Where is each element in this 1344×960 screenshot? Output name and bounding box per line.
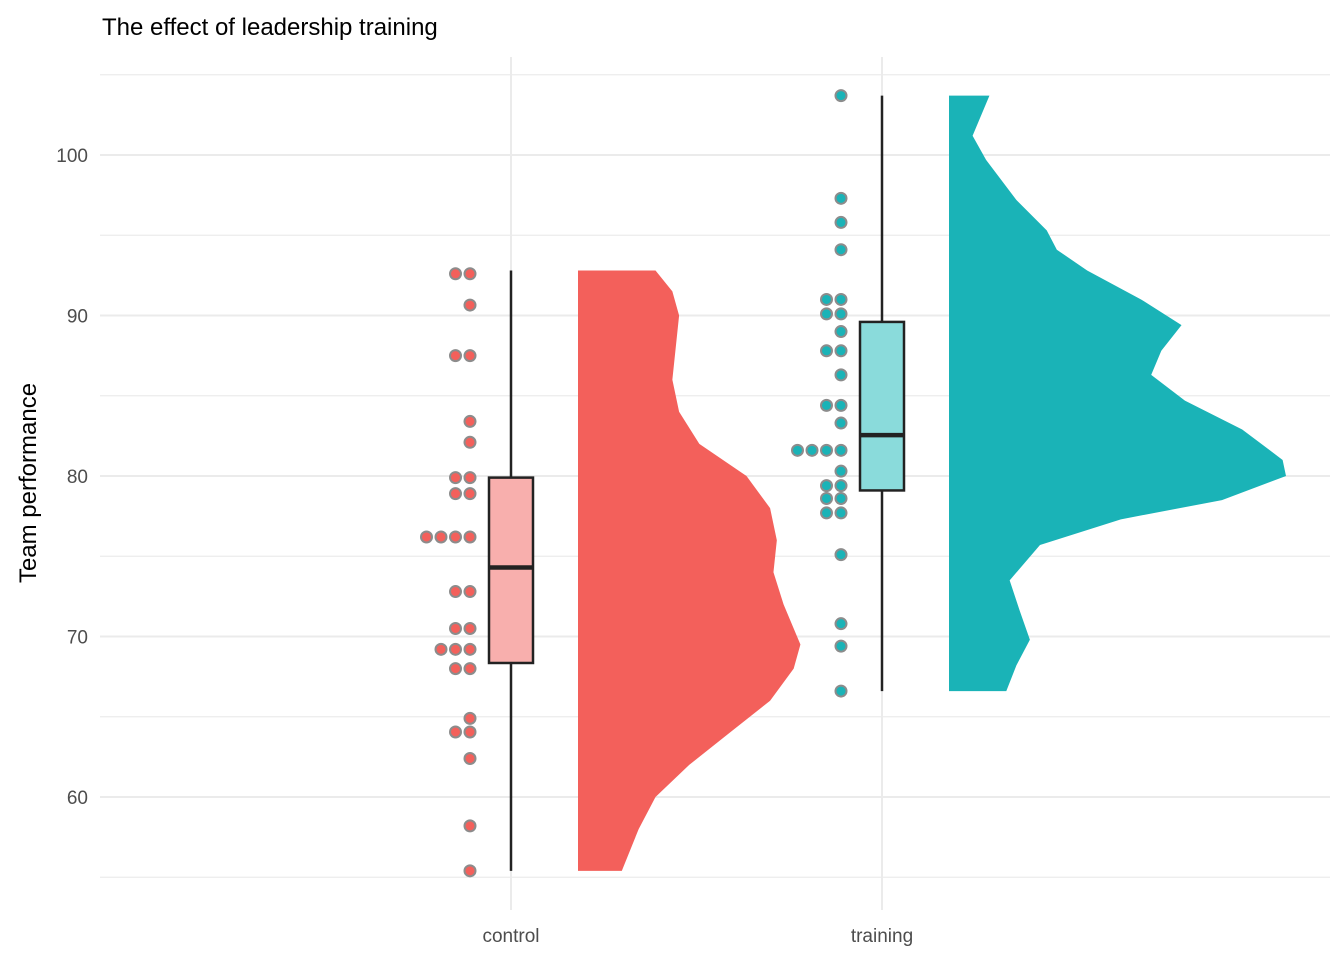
control-point <box>434 642 448 656</box>
control-point <box>463 435 477 449</box>
training-density <box>949 95 1286 692</box>
x-tick-label: training <box>851 926 913 947</box>
control-point <box>463 662 477 676</box>
control-point <box>449 530 462 544</box>
training-point <box>834 243 848 257</box>
boxplots <box>487 95 906 871</box>
control-point <box>463 621 477 635</box>
control-point <box>463 585 477 599</box>
training-point <box>834 617 848 631</box>
x-axis-ticks: control training <box>482 926 913 947</box>
densities <box>578 95 1286 871</box>
training-point <box>834 368 848 382</box>
training-point <box>820 479 833 493</box>
data-points <box>420 89 848 878</box>
training-point <box>834 307 848 321</box>
y-tick-label: 80 <box>67 467 88 488</box>
control-point <box>463 530 477 544</box>
control-density <box>578 270 801 871</box>
control-point <box>449 487 462 501</box>
control-point <box>463 267 477 281</box>
control-point <box>463 751 477 765</box>
training-point <box>820 443 833 457</box>
training-point <box>791 443 804 457</box>
control-point <box>449 585 462 599</box>
training-point <box>834 344 848 358</box>
control-point <box>449 471 462 485</box>
training-point <box>834 464 848 478</box>
control-box <box>487 476 535 665</box>
control-point <box>449 267 462 281</box>
control-point <box>463 414 477 428</box>
training-point <box>820 344 833 358</box>
training-point <box>820 506 833 520</box>
control-point <box>463 298 477 312</box>
training-point <box>834 684 848 698</box>
y-axis-ticks: 60 70 80 90 100 <box>56 146 88 809</box>
training-box <box>858 320 906 492</box>
chart-title: The effect of leadership training <box>102 14 438 41</box>
control-point <box>449 349 462 363</box>
training-point <box>834 191 848 205</box>
y-axis-label: Team performance <box>15 383 42 583</box>
training-point <box>834 292 848 306</box>
control-point <box>449 662 462 676</box>
control-point <box>449 621 462 635</box>
control-point <box>434 530 448 544</box>
control-point <box>463 349 477 363</box>
training-point <box>820 307 833 321</box>
training-point <box>834 639 848 653</box>
control-point <box>463 487 477 501</box>
control-point <box>420 530 433 544</box>
y-tick-label: 90 <box>67 307 88 328</box>
control-point <box>449 725 462 739</box>
y-tick-label: 70 <box>67 628 88 649</box>
training-point <box>834 398 848 412</box>
training-point <box>820 398 833 412</box>
y-tick-label: 60 <box>67 788 88 809</box>
y-tick-label: 100 <box>56 146 88 167</box>
training-point <box>834 548 848 562</box>
control-point <box>463 711 477 725</box>
training-point <box>834 479 848 493</box>
control-point <box>463 864 477 878</box>
training-point <box>834 443 848 457</box>
control-point <box>463 642 477 656</box>
training-point <box>834 491 848 505</box>
control-point <box>463 819 477 833</box>
control-point <box>463 725 477 739</box>
training-point <box>834 215 848 229</box>
training-point <box>834 89 848 103</box>
training-point <box>834 325 848 339</box>
training-point <box>834 506 848 520</box>
training-point <box>834 416 848 430</box>
control-point <box>449 642 462 656</box>
training-point <box>820 292 833 306</box>
x-tick-label: control <box>482 926 539 947</box>
control-point <box>463 471 477 485</box>
training-point <box>805 443 819 457</box>
training-point <box>820 491 833 505</box>
